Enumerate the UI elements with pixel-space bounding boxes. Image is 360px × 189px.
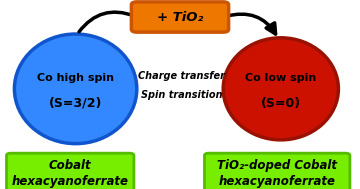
- Text: hexacyanoferrate: hexacyanoferrate: [12, 175, 129, 188]
- Text: Spin transition: Spin transition: [141, 90, 222, 99]
- Text: TiO₂-doped Cobalt: TiO₂-doped Cobalt: [217, 159, 337, 172]
- FancyBboxPatch shape: [6, 153, 134, 189]
- Ellipse shape: [14, 34, 137, 144]
- Text: hexacyanoferrate: hexacyanoferrate: [219, 175, 336, 188]
- Text: Co high spin: Co high spin: [37, 74, 114, 83]
- Text: Cobalt: Cobalt: [49, 159, 91, 172]
- FancyBboxPatch shape: [131, 2, 229, 32]
- FancyBboxPatch shape: [204, 153, 350, 189]
- Ellipse shape: [223, 38, 338, 140]
- Text: Charge transfer: Charge transfer: [138, 71, 225, 81]
- Text: (S=0): (S=0): [261, 97, 301, 109]
- Text: Co low spin: Co low spin: [245, 74, 316, 83]
- Text: + TiO₂: + TiO₂: [157, 11, 203, 23]
- Text: (S=3/2): (S=3/2): [49, 97, 102, 109]
